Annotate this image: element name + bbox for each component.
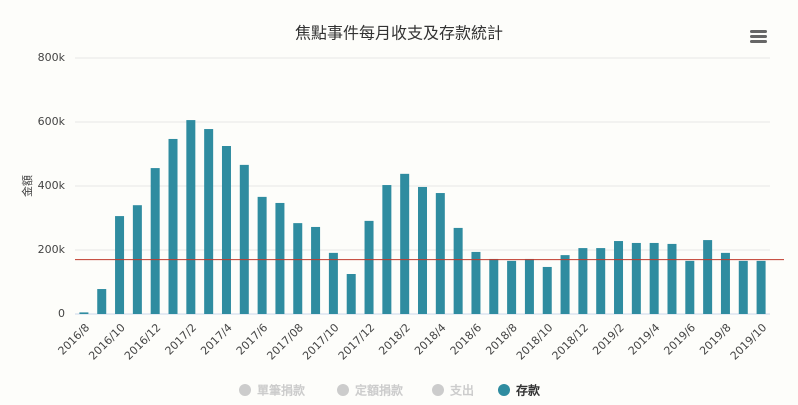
bar bbox=[204, 129, 214, 314]
x-tick-label: 2017/2 bbox=[163, 321, 200, 358]
bar bbox=[168, 138, 178, 314]
bar bbox=[471, 251, 481, 314]
x-tick-label: 2018/4 bbox=[412, 321, 449, 358]
y-tick-label: 800k bbox=[38, 51, 66, 64]
bar bbox=[186, 120, 196, 314]
x-tick-label: 2018/10 bbox=[514, 321, 556, 363]
legend-marker[interactable] bbox=[337, 384, 349, 396]
x-tick-label: 2019/2 bbox=[590, 321, 627, 358]
bar bbox=[115, 216, 125, 314]
x-tick-label: 2019/6 bbox=[661, 321, 698, 358]
bar bbox=[578, 248, 588, 314]
x-tick-label: 2017/10 bbox=[300, 321, 342, 363]
bar bbox=[756, 260, 766, 314]
bar bbox=[221, 146, 231, 314]
bar bbox=[720, 252, 730, 314]
y-tick-label: 200k bbox=[38, 243, 66, 256]
legend-marker[interactable] bbox=[239, 384, 251, 396]
bar bbox=[667, 243, 677, 314]
bar bbox=[311, 226, 321, 314]
bar bbox=[257, 196, 267, 314]
x-tick-label: 2017/12 bbox=[336, 321, 378, 363]
x-tick-label: 2018/2 bbox=[376, 321, 413, 358]
menu-bar bbox=[750, 40, 767, 43]
legend-marker[interactable] bbox=[498, 384, 510, 396]
bar bbox=[738, 260, 748, 314]
x-tick-label: 2016/12 bbox=[122, 321, 164, 363]
y-tick-label: 600k bbox=[38, 115, 66, 128]
x-tick-label: 2019/4 bbox=[626, 321, 663, 358]
bar bbox=[364, 220, 374, 314]
bar bbox=[346, 274, 356, 314]
bar bbox=[150, 168, 160, 314]
bar bbox=[97, 289, 107, 314]
bar bbox=[382, 185, 392, 314]
x-tick-label: 2018/6 bbox=[448, 321, 485, 358]
bar bbox=[649, 242, 659, 314]
bar bbox=[489, 258, 499, 314]
bar bbox=[703, 240, 713, 314]
y-tick-label: 400k bbox=[38, 179, 66, 192]
bar bbox=[614, 241, 624, 314]
x-tick-label: 2016/10 bbox=[86, 321, 128, 363]
legend-label[interactable]: 存款 bbox=[515, 383, 541, 398]
legend-label[interactable]: 支出 bbox=[449, 383, 474, 398]
chart-title: 焦點事件每月收支及存款統計 bbox=[295, 24, 503, 43]
y-tick-label: 0 bbox=[58, 307, 65, 320]
bar bbox=[596, 248, 606, 314]
bar bbox=[435, 193, 445, 314]
bar bbox=[400, 173, 410, 314]
bar bbox=[631, 242, 641, 314]
bar bbox=[507, 260, 517, 314]
x-tick-label: 2018/12 bbox=[550, 321, 592, 363]
bar bbox=[524, 258, 534, 314]
menu-button[interactable] bbox=[750, 30, 767, 43]
bar bbox=[418, 186, 427, 314]
legend-label[interactable]: 單筆捐款 bbox=[257, 383, 306, 398]
menu-bar bbox=[750, 35, 767, 38]
bar bbox=[239, 164, 249, 314]
bar bbox=[453, 227, 463, 314]
bar bbox=[328, 252, 338, 314]
bar bbox=[293, 223, 303, 314]
bar bbox=[79, 312, 89, 314]
bar bbox=[560, 255, 570, 314]
y-axis-label: 金額 bbox=[20, 175, 34, 197]
bar bbox=[275, 202, 285, 314]
x-tick-label: 2017/08 bbox=[264, 321, 306, 363]
bar bbox=[542, 266, 552, 314]
x-tick-label: 2017/4 bbox=[198, 321, 235, 358]
menu-bar bbox=[750, 30, 767, 33]
legend-label[interactable]: 定額捐款 bbox=[355, 383, 404, 398]
x-tick-label: 2019/10 bbox=[728, 321, 770, 363]
bar bbox=[685, 260, 695, 314]
legend-marker[interactable] bbox=[432, 384, 444, 396]
